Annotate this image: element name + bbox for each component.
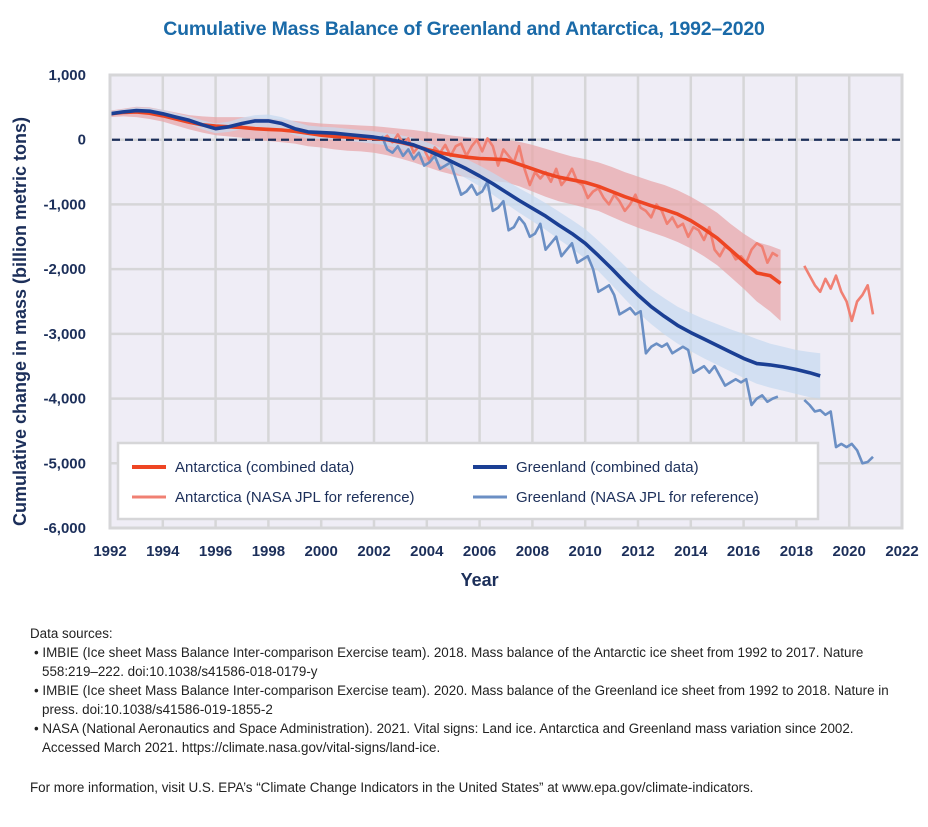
legend-label: Antarctica (combined data) (175, 459, 354, 476)
greenland-nasa-jpl-for-reference-line (380, 135, 779, 407)
x-axis-title: Year (461, 570, 499, 590)
series-lines (109, 108, 875, 465)
legend-item: Greenland (NASA JPL for reference) (473, 489, 759, 506)
x-tick-label: 1994 (146, 543, 180, 560)
greenland-nasa-jpl-for-reference-line (803, 398, 874, 465)
chart-title: Cumulative Mass Balance of Greenland and… (163, 18, 765, 40)
antarctica-nasa-jpl-for-reference-line (803, 265, 875, 323)
y-axis-title: Cumulative change in mass (billion metri… (10, 117, 30, 526)
plot-frame (108, 73, 904, 530)
x-tick-label: 2008 (516, 543, 549, 560)
uncertainty-bands (110, 106, 821, 399)
source-item: • NASA (National Aeronautics and Space A… (34, 721, 854, 755)
x-tick-label: 2002 (357, 543, 390, 560)
x-tick-label: 2010 (569, 543, 602, 560)
legend: Antarctica (combined data) Greenland (com… (116, 441, 820, 521)
data-sources-heading: Data sources: (30, 626, 113, 641)
x-tick-label: 2004 (410, 543, 444, 560)
x-tick-label: 2018 (780, 543, 813, 560)
source-item: • IMBIE (Ice sheet Mass Balance Inter-co… (34, 645, 864, 679)
legend-label: Antarctica (NASA JPL for reference) (175, 489, 415, 506)
y-tick-label: -3,000 (43, 326, 86, 343)
x-axis-ticks: 1992 1994 1996 1998 2000 2002 2004 2006 2008 2010… (93, 543, 918, 560)
greenland-uncertainty-band (110, 107, 821, 399)
chart-area: 1,000 0 -1,000 -2,000 -3,000 -4,000 -5,000 -6,0… (10, 67, 919, 590)
legend-item: Antarctica (NASA JPL for reference) (132, 489, 415, 506)
x-tick-label: 2006 (463, 543, 496, 560)
x-tick-label: 2012 (621, 543, 654, 560)
x-tick-label: 2016 (727, 543, 760, 560)
y-tick-label: -6,000 (43, 520, 86, 537)
y-axis-ticks: 1,000 0 -1,000 -2,000 -3,000 -4,000 -5,000 -6,0… (43, 67, 86, 537)
greenland-combined-data-line (109, 108, 821, 378)
x-tick-label: 2014 (674, 543, 708, 560)
x-tick-label: 2000 (305, 543, 338, 560)
x-tick-label: 2022 (885, 543, 918, 560)
legend-item: Greenland (combined data) (473, 459, 699, 476)
legend-item: Antarctica (combined data) (132, 459, 354, 476)
more-info-text: For more information, visit U.S. EPA’s “… (30, 780, 754, 795)
y-tick-label: 0 (78, 132, 86, 149)
y-tick-label: -4,000 (43, 391, 86, 408)
x-tick-label: 2020 (833, 543, 866, 560)
y-tick-label: 1,000 (48, 67, 86, 84)
x-tick-label: 1998 (252, 543, 285, 560)
source-item: • IMBIE (Ice sheet Mass Balance Inter-co… (34, 683, 889, 717)
x-tick-label: 1992 (93, 543, 126, 560)
data-sources-notes: Data sources: • IMBIE (Ice sheet Mass Ba… (30, 624, 910, 797)
y-tick-label: -1,000 (43, 196, 86, 213)
y-tick-label: -5,000 (43, 455, 86, 472)
x-tick-label: 1996 (199, 543, 232, 560)
legend-box (116, 441, 820, 521)
y-tick-label: -2,000 (43, 261, 86, 278)
antarctica-nasa-jpl-for-reference-line (381, 133, 779, 264)
antarctica-uncertainty-band (110, 106, 781, 321)
legend-label: Greenland (NASA JPL for reference) (516, 489, 759, 506)
legend-label: Greenland (combined data) (516, 459, 699, 476)
